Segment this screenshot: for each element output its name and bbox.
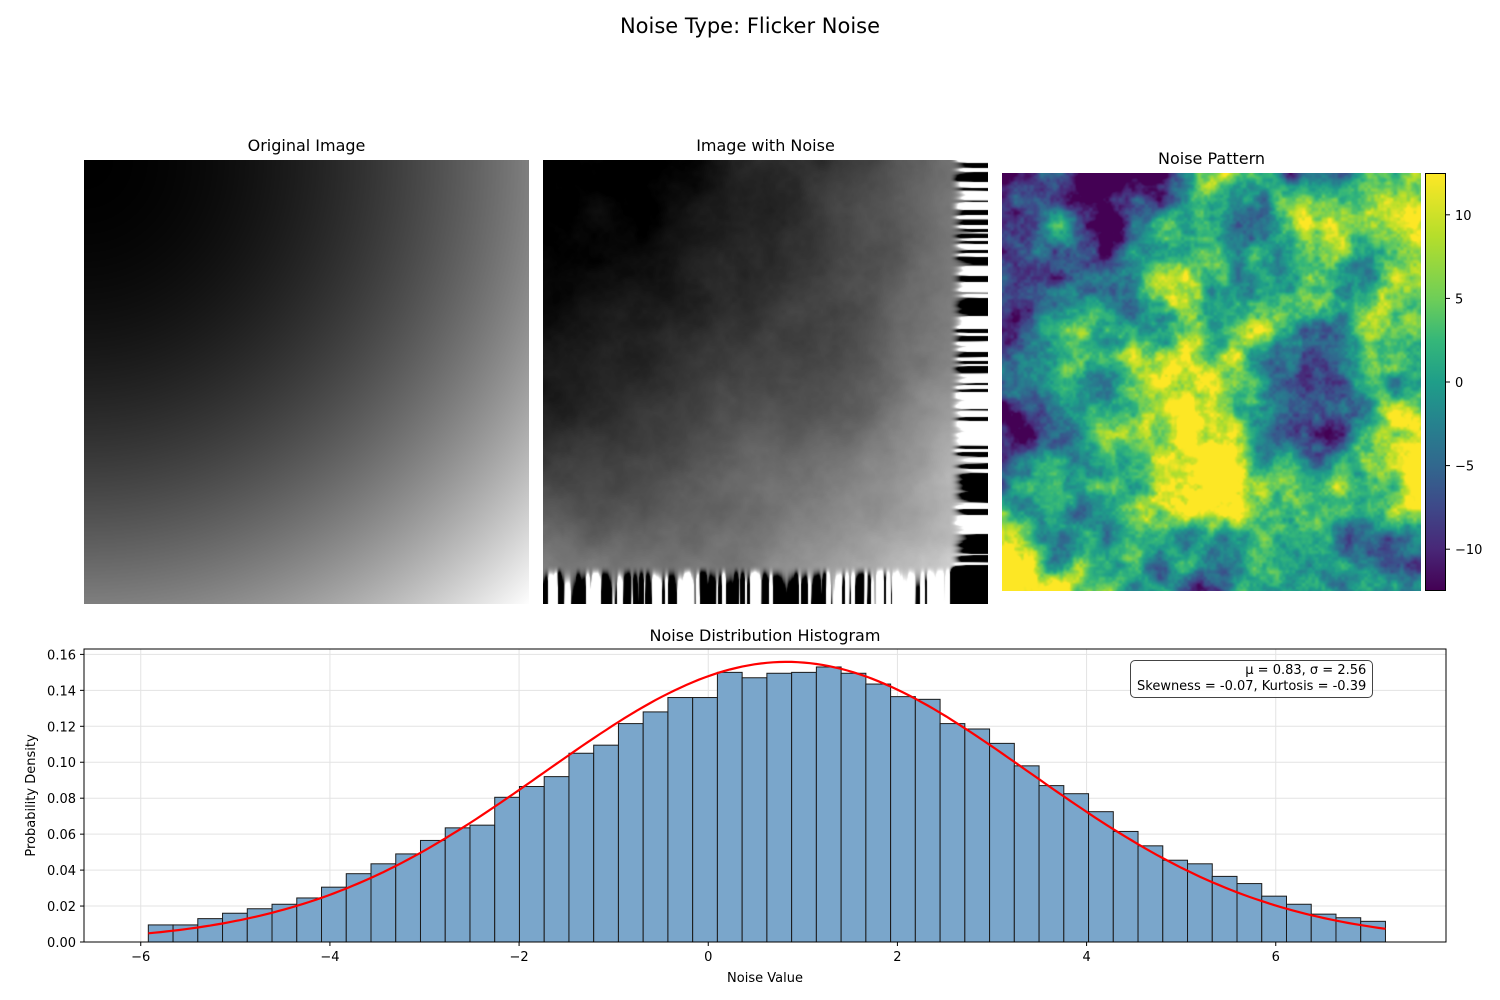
- stats-line-mean-sigma: μ = 0.83, σ = 2.56: [1245, 663, 1367, 678]
- noisy-image-title: Image with Noise: [696, 136, 835, 155]
- y-tick-label: 0.08: [47, 792, 76, 807]
- x-tick-label: −6: [131, 950, 150, 965]
- histogram-bar: [197, 918, 224, 943]
- x-tick-label: 6: [1272, 950, 1280, 965]
- noise-pattern-title: Noise Pattern: [1157, 149, 1266, 168]
- y-tick-label: 0.10: [47, 756, 76, 771]
- normal-fit-curve: [148, 660, 1386, 935]
- y-tick-label: 0.00: [47, 936, 76, 951]
- y-tick-label: 0.04: [47, 864, 76, 879]
- y-tick-label: 0.16: [47, 648, 76, 663]
- histogram-bar: [1360, 920, 1386, 943]
- y-tick-label: 0.06: [47, 828, 76, 843]
- histogram-bar: [593, 744, 619, 943]
- colorbar-tick-label: −5: [1455, 460, 1474, 475]
- plot-frame: [83, 648, 1447, 943]
- histogram-bar: [791, 671, 817, 943]
- original-image: [84, 160, 529, 604]
- noise-pattern-canvas: [1002, 173, 1421, 591]
- histogram-bar: [568, 752, 595, 943]
- histogram-bar: [766, 672, 793, 943]
- x-tick-label: 4: [1082, 950, 1090, 965]
- histogram-bar: [518, 786, 545, 943]
- x-tick-label: 2: [893, 950, 901, 965]
- histogram-bar: [642, 711, 669, 943]
- noise-pattern-image: [1002, 173, 1421, 591]
- histogram-bar: [543, 776, 570, 943]
- histogram-bar: [692, 697, 718, 943]
- noisy-image-canvas: [543, 160, 988, 604]
- histogram-bar: [815, 666, 842, 943]
- y-tick-label: 0.12: [47, 720, 76, 735]
- x-tick-label: −2: [509, 950, 528, 965]
- histogram-bar: [865, 683, 892, 943]
- histogram-bar: [890, 696, 916, 943]
- histogram-bar: [1063, 793, 1090, 943]
- stats-line-skew-kurtosis: Skewness = -0.07, Kurtosis = -0.39: [1137, 679, 1367, 694]
- histogram-bar: [840, 672, 867, 943]
- histogram-title: Noise Distribution Histogram: [650, 626, 881, 645]
- histogram-bar: [1013, 765, 1040, 943]
- histogram-bar: [1088, 811, 1114, 943]
- histogram-bar: [494, 796, 520, 943]
- figure-title: Noise Type: Flicker Noise: [619, 14, 881, 38]
- colorbar-tick-label: 0: [1455, 376, 1463, 391]
- original-image-canvas: [84, 160, 529, 604]
- stats-box: μ = 0.83, σ = 2.56 Skewness = -0.07, Kur…: [1130, 660, 1374, 698]
- colorbar-tick-label: 10: [1455, 209, 1472, 224]
- histogram-bar: [1137, 845, 1164, 943]
- histogram-bar: [419, 839, 446, 943]
- y-axis-label: Probability Density: [24, 734, 39, 857]
- histogram-bar: [444, 827, 471, 943]
- histogram-bar: [716, 671, 743, 943]
- histogram-bar: [617, 723, 644, 943]
- x-axis-label: Noise Value: [727, 971, 803, 986]
- histogram-bar: [939, 723, 966, 943]
- histogram-bar: [964, 728, 991, 943]
- histogram-bar: [222, 912, 248, 943]
- x-tick-label: 0: [704, 950, 712, 965]
- histogram-bar: [914, 698, 941, 943]
- histogram-bar: [1038, 785, 1065, 943]
- y-tick-label: 0.02: [47, 900, 76, 915]
- histogram-bar: [469, 824, 496, 943]
- histogram-bar: [1236, 883, 1263, 943]
- colorbar-tick-label: −10: [1455, 543, 1482, 558]
- y-tick-label: 0.14: [47, 684, 76, 699]
- colorbar-tick-label: 5: [1455, 292, 1463, 307]
- histogram-bar: [395, 853, 421, 943]
- histogram-bar: [667, 697, 694, 943]
- histogram-bar: [989, 742, 1015, 943]
- histogram-bar: [1112, 830, 1139, 943]
- noisy-image: [543, 160, 988, 604]
- original-image-title: Original Image: [247, 136, 366, 155]
- x-tick-label: −4: [320, 950, 339, 965]
- histogram-bar: [741, 677, 768, 943]
- histogram-bar: [1162, 859, 1189, 943]
- colorbar: [1425, 173, 1446, 591]
